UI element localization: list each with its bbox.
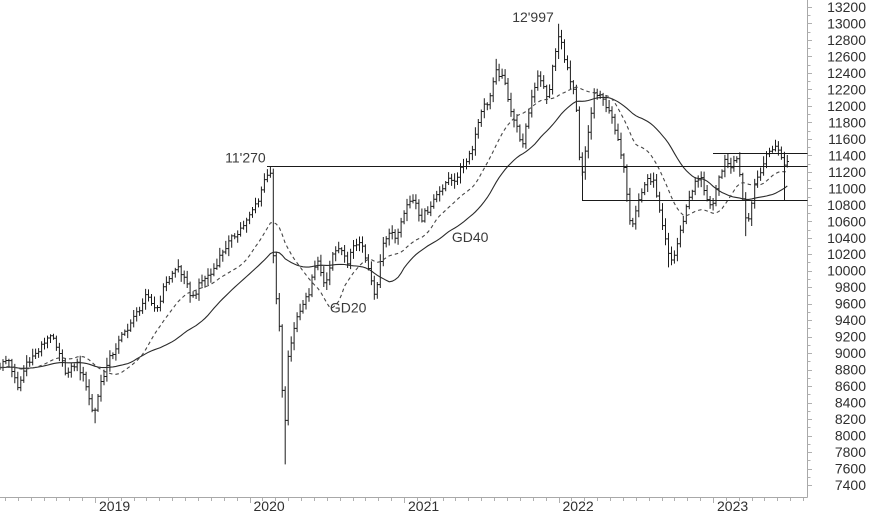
y-axis-label: 11000 [828,180,866,196]
x-axis-label: 2019 [99,498,130,514]
y-axis-label: 11600 [828,131,866,147]
y-axis-label: 9400 [835,312,866,328]
y-axis-label: 12400 [827,65,866,81]
x-axis-label: 2023 [717,498,748,514]
y-axis: 1320013000128001260012400122001200011800… [807,0,866,493]
axis-lines [0,0,808,498]
x-axis: 2019 2020 2021 2022 2023 [5,498,804,514]
y-axis-label: 13200 [827,0,866,15]
y-axis-label: 12600 [827,48,866,64]
y-axis-label: 10800 [827,197,866,213]
x-axis-label: 2022 [563,498,594,514]
annotation-label: GD20 [330,299,367,315]
gd20-line [0,86,788,375]
y-axis-label: 7600 [835,461,866,477]
y-axis-label: 9600 [835,296,866,312]
y-axis-label: 10400 [827,230,866,246]
y-axis-label: 12000 [827,98,866,114]
y-axis-label: 12200 [827,81,866,97]
y-axis-label: 8200 [835,411,866,427]
y-axis-label: 13000 [827,15,866,31]
price-bars [0,23,789,465]
annotation-label: 11'270 [225,149,266,165]
y-axis-label: 9200 [835,329,866,345]
level-lines [266,152,808,201]
axes [0,0,808,498]
annotation-label: 12'997 [512,9,554,25]
gd40-line [0,96,788,369]
y-axis-label: 9800 [835,279,866,295]
y-axis-label: 10200 [827,246,866,262]
y-axis-label: 10000 [827,263,866,279]
y-axis-label: 9000 [835,345,866,361]
y-axis-label: 7800 [835,444,866,460]
y-axis-label: 11200 [828,164,866,180]
y-axis-label: 8000 [835,428,866,444]
y-axis-label: 11400 [828,147,866,163]
annotations: 12'997 11'270 GD40 GD20 [225,9,554,316]
y-axis-label: 12800 [827,32,866,48]
y-axis-label: 11800 [828,114,866,130]
y-axis-label: 8800 [835,362,866,378]
x-axis-label: 2020 [254,498,285,514]
y-axis-label: 8600 [835,378,866,394]
annotation-label: GD40 [452,229,489,245]
y-axis-label: 8400 [835,395,866,411]
y-axis-label: 7400 [835,477,866,493]
x-axis-label: 2021 [408,498,439,514]
y-axis-label: 10600 [827,213,866,229]
